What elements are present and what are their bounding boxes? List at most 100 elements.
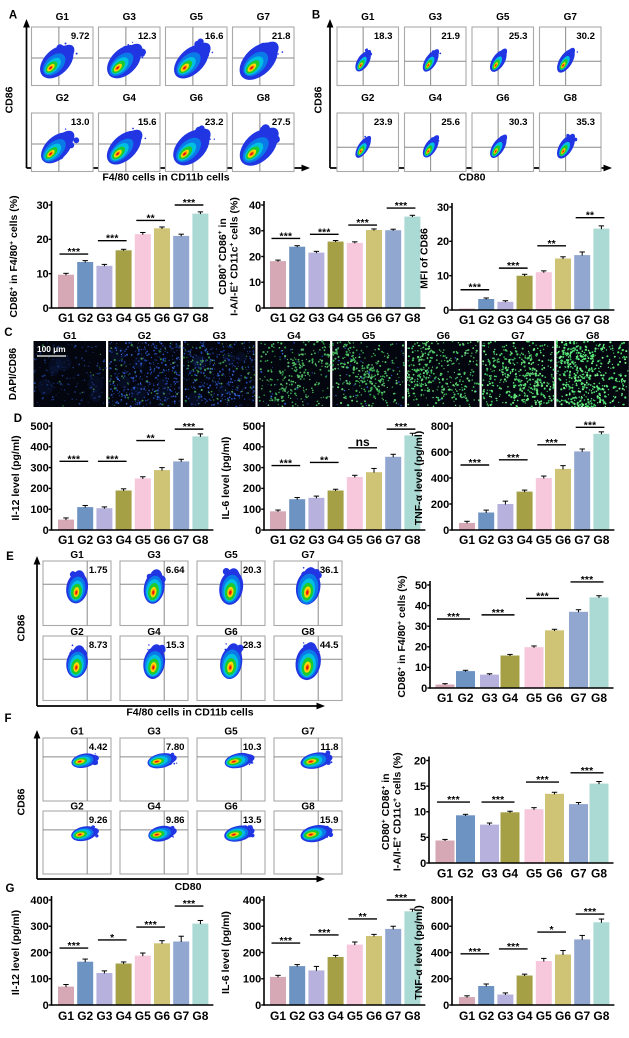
svg-text:G3: G3 — [308, 1009, 324, 1023]
svg-text:G1: G1 — [70, 727, 84, 738]
svg-text:G5: G5 — [135, 533, 151, 547]
svg-text:G6: G6 — [496, 93, 510, 104]
svg-text:G2: G2 — [478, 1009, 494, 1023]
svg-text:400: 400 — [30, 895, 48, 907]
svg-text:100: 100 — [243, 504, 261, 516]
svg-text:**: ** — [320, 455, 328, 466]
svg-text:G5: G5 — [224, 727, 238, 738]
svg-text:30: 30 — [437, 202, 449, 214]
svg-text:G4: G4 — [116, 1009, 132, 1023]
svg-text:1.75: 1.75 — [89, 565, 108, 576]
svg-text:***: *** — [469, 458, 482, 469]
svg-text:20: 20 — [414, 755, 426, 767]
svg-text:G8: G8 — [404, 1009, 420, 1023]
svg-text:G8: G8 — [301, 802, 315, 813]
svg-text:***: *** — [183, 198, 196, 209]
svg-text:G5: G5 — [362, 331, 376, 342]
svg-text:0: 0 — [255, 303, 261, 315]
svg-text:***: *** — [68, 247, 81, 258]
svg-text:18.3: 18.3 — [374, 31, 393, 42]
svg-text:10: 10 — [414, 807, 426, 819]
svg-text:***: *** — [507, 261, 520, 272]
svg-text:G7: G7 — [173, 533, 189, 547]
svg-text:0: 0 — [443, 1000, 449, 1012]
svg-text:20: 20 — [249, 251, 261, 263]
svg-text:800: 800 — [431, 895, 449, 907]
svg-text:8.73: 8.73 — [89, 640, 108, 651]
svg-text:500: 500 — [243, 421, 261, 433]
svg-text:***: *** — [183, 422, 196, 433]
svg-text:23.2: 23.2 — [205, 117, 224, 128]
svg-text:G1: G1 — [70, 550, 84, 561]
svg-text:***: *** — [318, 227, 331, 238]
svg-text:G1: G1 — [270, 1009, 286, 1023]
svg-text:G7: G7 — [570, 691, 586, 705]
svg-text:200: 200 — [243, 947, 261, 959]
svg-text:ns: ns — [356, 435, 370, 449]
svg-text:***: *** — [144, 920, 157, 931]
svg-text:CD86: CD86 — [16, 614, 28, 641]
svg-text:0: 0 — [43, 303, 49, 315]
svg-text:G6: G6 — [555, 1009, 571, 1023]
svg-text:30: 30 — [36, 200, 48, 212]
svg-text:G3: G3 — [497, 533, 513, 547]
svg-text:6.64: 6.64 — [166, 565, 185, 576]
svg-text:25.6: 25.6 — [441, 117, 460, 128]
svg-text:G1: G1 — [459, 313, 475, 327]
svg-text:15.3: 15.3 — [166, 640, 185, 651]
svg-text:CD86+​ in F4/80+​ cells (%): CD86+​ in F4/80+​ cells (%) — [8, 195, 20, 317]
svg-text:D: D — [14, 413, 22, 425]
svg-text:G4: G4 — [502, 867, 518, 881]
svg-text:200: 200 — [30, 483, 48, 495]
svg-text:***: *** — [356, 218, 369, 229]
svg-text:30.2: 30.2 — [576, 31, 595, 42]
svg-text:E: E — [6, 551, 14, 563]
svg-text:11.8: 11.8 — [320, 742, 339, 753]
svg-text:G5: G5 — [224, 550, 238, 561]
svg-text:G2: G2 — [457, 867, 473, 881]
svg-text:G1: G1 — [459, 1009, 475, 1023]
svg-text:G4: G4 — [517, 533, 533, 547]
svg-text:4.42: 4.42 — [89, 742, 108, 753]
svg-text:300: 300 — [30, 921, 48, 933]
svg-text:CD80+​ CD86+​ in: CD80+​ CD86+​ in — [380, 773, 392, 850]
svg-text:***: *** — [581, 766, 594, 777]
svg-text:9.26: 9.26 — [89, 815, 108, 826]
svg-text:300: 300 — [243, 462, 261, 474]
svg-text:G2: G2 — [77, 533, 93, 547]
svg-text:G8: G8 — [404, 311, 420, 325]
svg-text:CD80+​ CD86+​ in: CD80+​ CD86+​ in — [217, 218, 229, 295]
svg-text:G8: G8 — [591, 867, 607, 881]
svg-text:***: *** — [395, 422, 408, 433]
svg-text:G4: G4 — [147, 627, 161, 638]
svg-text:G: G — [6, 883, 15, 895]
svg-text:23.9: 23.9 — [374, 117, 393, 128]
svg-text:500: 500 — [30, 421, 48, 433]
svg-text:*: * — [110, 933, 114, 944]
svg-text:21.8: 21.8 — [272, 31, 291, 42]
svg-text:100: 100 — [243, 974, 261, 986]
svg-text:G6: G6 — [437, 331, 451, 342]
svg-text:100: 100 — [30, 974, 48, 986]
svg-text:CD80: CD80 — [175, 881, 202, 893]
svg-text:B: B — [312, 10, 320, 22]
svg-text:CD86: CD86 — [4, 86, 16, 113]
svg-text:G5: G5 — [347, 1009, 363, 1023]
svg-text:G6: G6 — [546, 867, 562, 881]
svg-text:G3: G3 — [147, 727, 161, 738]
svg-text:G6: G6 — [366, 311, 382, 325]
svg-text:0: 0 — [43, 1000, 49, 1012]
svg-text:C: C — [4, 327, 12, 339]
svg-text:***: *** — [581, 575, 594, 586]
svg-text:20.3: 20.3 — [243, 565, 262, 576]
svg-text:G7: G7 — [570, 867, 586, 881]
svg-text:G3: G3 — [308, 533, 324, 547]
svg-text:G1: G1 — [58, 311, 74, 325]
svg-text:G6: G6 — [366, 533, 382, 547]
svg-text:***: *** — [280, 936, 293, 947]
svg-text:0: 0 — [443, 525, 449, 537]
svg-text:**: ** — [146, 434, 154, 445]
svg-text:G5: G5 — [347, 533, 363, 547]
svg-text:***: *** — [183, 899, 196, 910]
svg-text:G7: G7 — [385, 1009, 401, 1023]
